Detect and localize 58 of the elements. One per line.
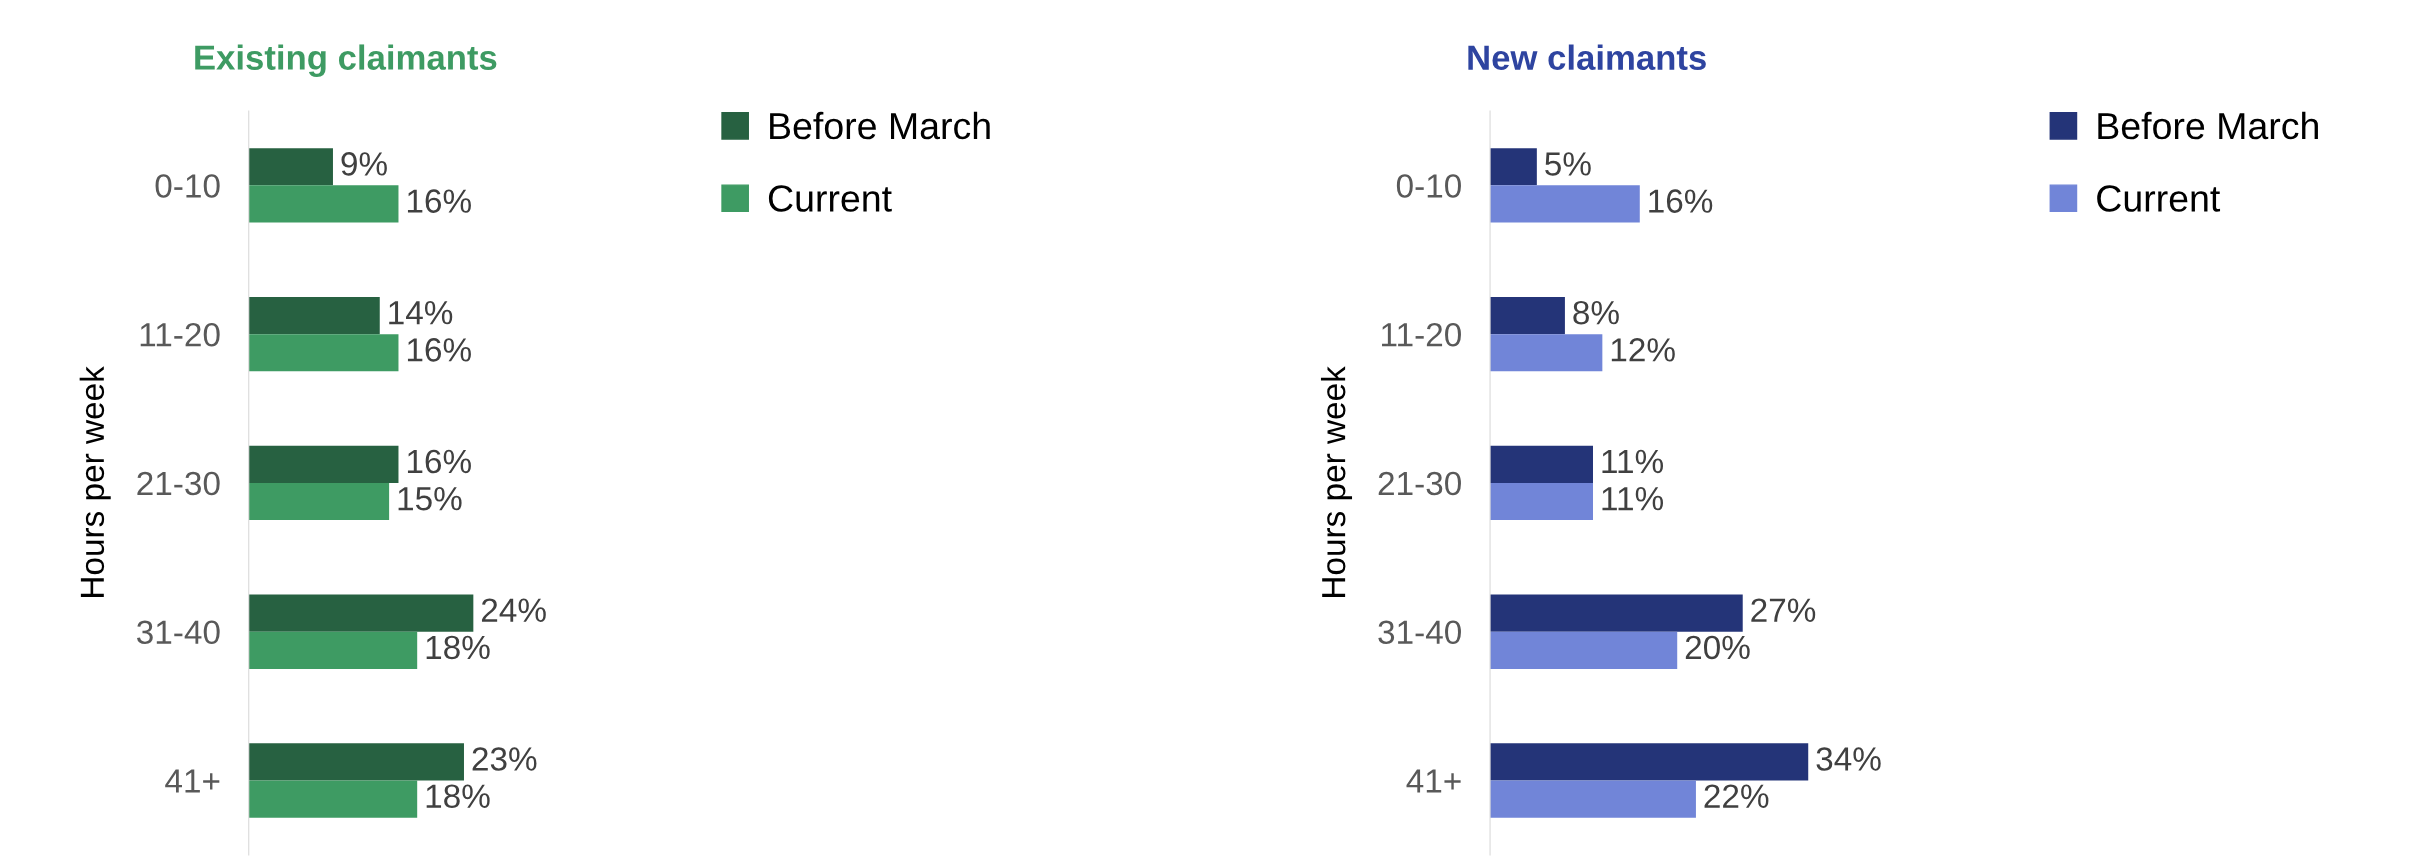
data-label: 5% (1545, 152, 1591, 176)
y-tick-label: 11-20 (140, 322, 220, 347)
data-label: 20% (1685, 635, 1750, 660)
data-label: 16% (407, 338, 471, 362)
data-label: 18% (426, 784, 490, 809)
bar (1490, 631, 1678, 669)
y-tick-label: 21-30 (1378, 471, 1461, 496)
legend-label: Before March (2098, 111, 2318, 140)
bar (1490, 594, 1743, 632)
legend-label: Before March (770, 111, 990, 140)
bar (248, 334, 399, 372)
bar (248, 594, 474, 632)
chart-title: Existing claimants (195, 44, 497, 77)
data-label: 16% (407, 449, 471, 474)
bar (1490, 296, 1565, 335)
bar (248, 445, 399, 483)
data-label: 18% (426, 635, 490, 660)
legend-label: Current (2097, 185, 2221, 212)
y-axis-title: Hours per week (79, 366, 111, 597)
bar (248, 296, 380, 335)
y-tick-label: 0-10 (155, 174, 220, 198)
bar (1490, 185, 1640, 223)
data-label: 27% (1751, 598, 1816, 622)
data-label: 16% (1649, 189, 1713, 213)
bar (1490, 743, 1809, 781)
data-label: 8% (1573, 300, 1619, 325)
y-tick-label: 31-40 (1378, 620, 1461, 645)
data-label: 16% (407, 189, 471, 213)
bar (1490, 482, 1593, 521)
data-label: 23% (472, 747, 537, 771)
bar (248, 780, 418, 818)
y-tick-label: 31-40 (136, 620, 220, 645)
bar (1490, 334, 1603, 372)
data-label: 12% (1611, 338, 1675, 362)
data-label: 14% (389, 301, 453, 325)
y-tick-label: 41+ (165, 769, 220, 793)
chart-title: New claimants (1468, 44, 1706, 71)
legend-label: Current (768, 185, 892, 212)
data-label: 9% (341, 152, 387, 176)
bar (248, 148, 333, 186)
y-tick-label: 41+ (1406, 769, 1461, 793)
bar (1490, 780, 1696, 818)
data-label: 22% (1704, 784, 1769, 808)
data-label: 34% (1816, 747, 1881, 771)
y-tick-label: 21-30 (137, 471, 220, 496)
data-label: 11% (1602, 487, 1664, 511)
bar (1490, 445, 1593, 483)
bar (248, 631, 418, 669)
y-tick-label: 11-20 (1382, 322, 1461, 347)
data-label: 11% (1602, 449, 1664, 474)
y-axis-title: Hours per week (1320, 366, 1353, 597)
data-label: 24% (481, 598, 546, 622)
bar (248, 743, 464, 781)
bar (1490, 148, 1537, 186)
data-label: 15% (398, 487, 462, 511)
y-tick-label: 0-10 (1396, 174, 1461, 198)
bar (248, 185, 399, 223)
bar (248, 482, 390, 521)
